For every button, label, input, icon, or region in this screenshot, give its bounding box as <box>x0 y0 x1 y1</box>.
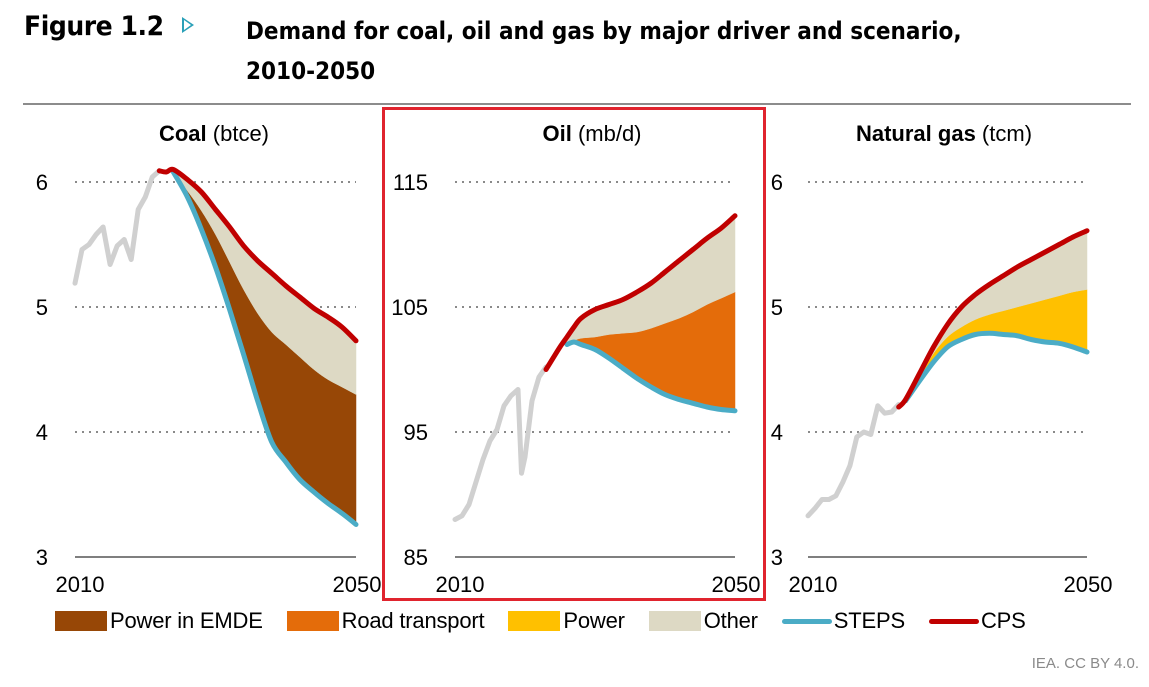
legend: Power in EMDE Road transport Power Other… <box>55 606 1026 636</box>
historical-line <box>72 168 162 286</box>
coal-panel: Coal (btce) 3 4 5 6 2010 2050 <box>36 121 382 597</box>
legend-label: Other <box>703 608 758 633</box>
historical-line <box>452 364 549 522</box>
legend-label: Power in EMDE <box>110 608 263 633</box>
credit-text: IEA. CC BY 4.0. <box>1031 655 1139 672</box>
panel-title-bold: Oil <box>542 121 571 146</box>
natural-gas-panel-title: Natural gas (tcm) <box>856 121 1032 146</box>
x-tick-label: 2010 <box>436 572 485 597</box>
figure-title-line-1: Demand for coal, oil and gas by major dr… <box>246 17 962 45</box>
legend-line-steps <box>781 618 832 624</box>
legend-swatch-other <box>648 611 701 631</box>
coal-panel-title: Coal (btce) <box>159 121 269 146</box>
figure-title-line-2: 2010-2050 <box>246 57 376 85</box>
panel-title-unit: (btce) <box>207 121 269 146</box>
y-tick-label: 115 <box>393 170 428 195</box>
y-tick-label: 4 <box>771 420 783 445</box>
y-tick-label: 6 <box>36 170 48 195</box>
header-divider <box>23 103 1131 105</box>
legend-item-power-emde: Power in EMDE <box>55 608 263 634</box>
cps-line <box>543 213 738 372</box>
triangle-right-icon <box>182 17 194 33</box>
figure-label: Figure 1.2 <box>24 11 164 42</box>
y-tick-label: 105 <box>391 295 428 320</box>
legend-line-cps <box>928 618 979 624</box>
legend-swatch-road-transport <box>286 611 339 631</box>
y-tick-label: 5 <box>771 295 783 320</box>
legend-label: Road transport <box>341 608 485 633</box>
x-tick-label: 2010 <box>56 572 105 597</box>
historical-line <box>805 402 902 519</box>
y-tick-label: 85 <box>404 545 428 570</box>
y-tick-label: 4 <box>36 420 48 445</box>
x-tick-label: 2050 <box>712 572 761 597</box>
steps-line <box>170 169 359 527</box>
x-tick-label: 2010 <box>789 572 838 597</box>
natural-gas-panel: Natural gas (tcm) 3 4 5 6 2010 2050 <box>771 121 1113 597</box>
legend-label: CPS <box>980 608 1026 633</box>
legend-label: Power <box>563 608 625 633</box>
steps-line <box>564 339 738 414</box>
y-tick-label: 6 <box>771 170 783 195</box>
y-tick-label: 5 <box>36 295 48 320</box>
cps-line <box>896 228 1090 410</box>
figure-title: Demand for coal, oil and gas by major dr… <box>246 11 1074 91</box>
legend-item-power: Power <box>508 608 625 634</box>
y-tick-label: 3 <box>771 545 783 570</box>
legend-swatch-power-emde <box>55 611 107 631</box>
legend-item-cps: CPS <box>928 608 1026 634</box>
y-tick-label: 95 <box>404 420 428 445</box>
oil-panel: Oil (mb/d) 85 95 105 115 2010 2050 <box>391 121 760 597</box>
legend-item-other: Other <box>648 608 758 634</box>
y-tick-label: 3 <box>36 545 48 570</box>
legend-item-road-transport: Road transport <box>286 608 485 634</box>
x-tick-label: 2050 <box>1064 572 1113 597</box>
steps-line <box>903 330 1090 404</box>
cps-line <box>156 166 359 344</box>
oil-panel-title: Oil (mb/d) <box>542 121 641 146</box>
legend-swatch-power <box>508 611 561 631</box>
panel-title-unit: (mb/d) <box>572 121 642 146</box>
x-tick-label: 2050 <box>333 572 382 597</box>
legend-item-steps: STEPS <box>781 608 905 634</box>
panel-title-bold: Natural gas <box>856 121 976 146</box>
panel-title-bold: Coal <box>159 121 207 146</box>
legend-label: STEPS <box>833 608 905 633</box>
panel-title-unit: (tcm) <box>976 121 1032 146</box>
